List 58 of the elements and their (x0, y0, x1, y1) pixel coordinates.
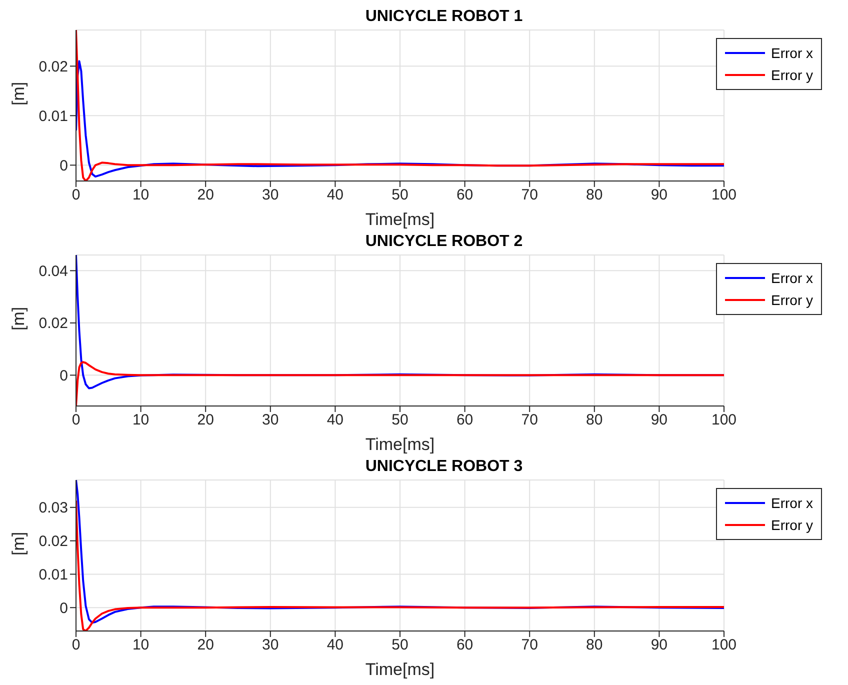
legend-label: Error y (771, 291, 813, 310)
x-tick-label: 30 (262, 636, 279, 654)
x-tick-label: 20 (197, 636, 214, 654)
x-tick-label: 20 (197, 412, 214, 429)
x-axis-title: Time[ms] (365, 660, 435, 679)
x-tick-label: 70 (521, 636, 538, 654)
y-tick-label: 0.01 (38, 566, 68, 584)
chart-title: UNICYCLE ROBOT 3 (364, 458, 524, 477)
y-tick-label: 0.04 (38, 263, 68, 280)
chart-title: UNICYCLE ROBOT 2 (364, 233, 524, 252)
x-tick-label: 60 (456, 636, 474, 654)
x-tick-label: 20 (197, 186, 214, 204)
y-tick-label: 0.01 (38, 108, 68, 125)
y-axis-title: [m] (9, 532, 28, 556)
chart-title: UNICYCLE ROBOT 1 (364, 8, 524, 27)
x-tick-label: 90 (650, 186, 668, 204)
x-tick-label: 50 (392, 636, 408, 654)
x-tick-label: 70 (521, 186, 538, 204)
x-tick-label: 10 (132, 186, 150, 204)
x-tick-label: 10 (132, 412, 150, 429)
x-tick-label: 30 (262, 186, 279, 204)
y-tick-label: 0.03 (38, 500, 68, 517)
y-tick-label: 0 (60, 157, 68, 174)
x-tick-label: 80 (586, 636, 603, 654)
x-tick-label: 10 (132, 636, 150, 654)
legend-label: Error x (771, 269, 813, 288)
y-tick-label: 0.02 (38, 58, 68, 76)
legend-label: Error y (771, 516, 813, 535)
y-axis-title: [m] (9, 306, 28, 330)
y-axis-title: [m] (9, 82, 28, 106)
x-tick-label: 80 (586, 412, 603, 429)
y-tick-label: 0 (60, 600, 68, 617)
x-tick-label: 60 (456, 412, 474, 429)
legend-label: Error x (771, 44, 813, 63)
legend-label: Error x (771, 494, 813, 513)
x-tick-label: 50 (392, 412, 408, 429)
x-axis-title: Time[ms] (365, 210, 435, 229)
x-tick-label: 70 (521, 412, 538, 429)
x-tick-label: 100 (711, 636, 737, 654)
x-tick-label: 40 (326, 186, 344, 204)
x-tick-label: 0 (72, 636, 80, 654)
x-tick-label: 0 (72, 186, 80, 204)
y-tick-label: 0.02 (38, 315, 68, 332)
legend-label: Error y (771, 66, 813, 85)
x-tick-label: 30 (262, 412, 279, 429)
x-tick-label: 100 (711, 412, 737, 429)
x-tick-label: 50 (392, 186, 408, 204)
y-tick-label: 0.02 (38, 533, 68, 550)
x-tick-label: 80 (586, 186, 603, 204)
x-tick-label: 0 (72, 412, 80, 429)
x-tick-label: 40 (326, 412, 344, 429)
y-tick-label: 0 (60, 368, 68, 384)
x-tick-label: 100 (711, 186, 737, 204)
x-tick-label: 90 (650, 412, 668, 429)
x-axis-title: Time[ms] (365, 435, 435, 454)
x-tick-label: 90 (650, 636, 668, 654)
x-tick-label: 40 (326, 636, 344, 654)
x-tick-label: 60 (456, 186, 474, 204)
